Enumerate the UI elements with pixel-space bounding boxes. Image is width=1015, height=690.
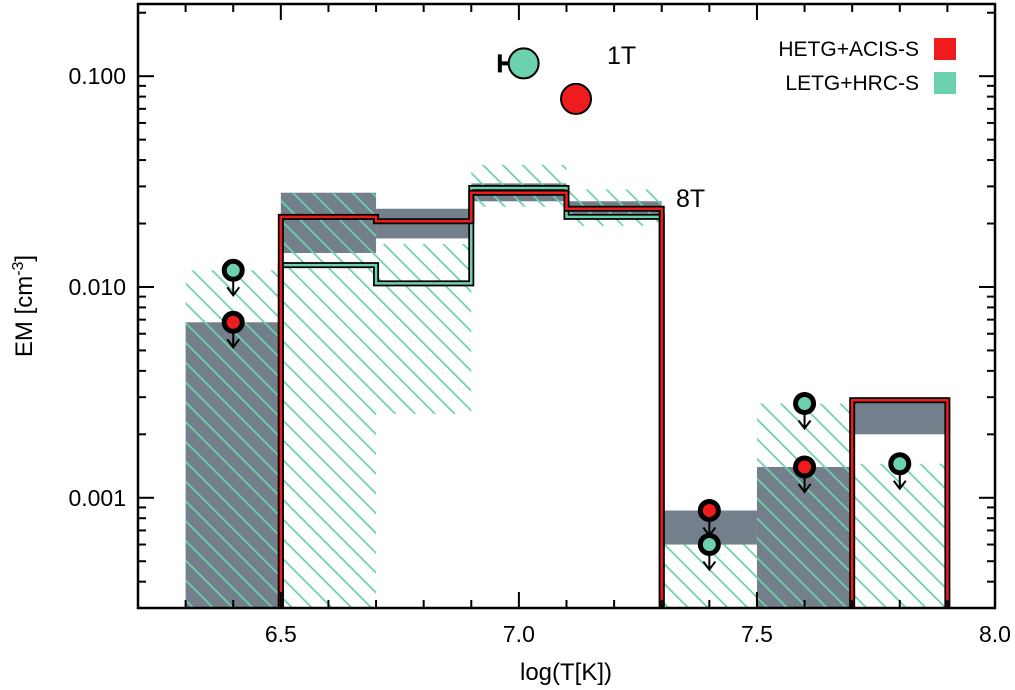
x-tick-label: 8.0 (979, 621, 1011, 647)
legend: HETG+ACIS-S LETG+HRC-S (778, 38, 956, 95)
x-tick-label: 7.5 (741, 621, 773, 647)
letg-band-rect (376, 243, 472, 414)
upper-limit-arrow-head (797, 483, 812, 494)
x-tick-label: 7.0 (503, 621, 535, 647)
hetg-band-rect (852, 397, 948, 435)
y-axis-label: EM [cm-3] (10, 255, 38, 357)
annotation-1t: 1T (607, 42, 636, 70)
upper-limit-arrow-head (226, 338, 241, 349)
y-axis-label-main: EM [cm (11, 276, 38, 357)
upper-limit-point-letg (697, 533, 721, 557)
upper-limit-markers (221, 258, 912, 572)
upper-limit-point-hetg (697, 499, 721, 523)
x-ticks: 6.5 7.0 7.5 8.0 (184, 4, 1011, 647)
axes: 6.5 7.0 7.5 8.0 0.001 0.010 0.100 (68, 2, 1011, 647)
letg-step-line (277, 184, 665, 608)
letg-uncertainty-bands (185, 164, 948, 608)
upper-limit-arrow-head (797, 419, 812, 431)
upper-limit-arrow-head (892, 480, 907, 491)
plot-area (185, 47, 951, 608)
one-t-point-hetg (560, 82, 593, 115)
legend-swatch-letg (934, 72, 956, 94)
letg-band-rect (280, 192, 377, 608)
x-axis-label: log(T[K]) (520, 659, 612, 686)
upper-limit-point-hetg (221, 310, 245, 334)
upper-limit-point-letg (888, 452, 912, 476)
x-tick-label: 6.5 (265, 621, 297, 647)
one-t-points (497, 47, 593, 115)
upper-limit-point-letg (221, 258, 245, 282)
y-ticks: 0.001 0.010 0.100 (68, 11, 995, 609)
letg-step-line (279, 186, 663, 608)
y-axis-label-close: ] (11, 255, 38, 262)
legend-label-hetg: HETG+ACIS-S (778, 38, 919, 61)
one-t-point-letg (507, 47, 540, 80)
upper-limit-arrow-head (226, 286, 241, 297)
y-axis-label-sup: -3 (10, 261, 27, 275)
legend-swatch-hetg (934, 38, 956, 60)
y-tick-label: 0.100 (68, 63, 126, 89)
legend-label-letg: LETG+HRC-S (785, 72, 919, 95)
upper-limit-point-letg (793, 392, 817, 416)
y-tick-label: 0.010 (68, 274, 126, 300)
hetg-step-line (277, 189, 951, 608)
upper-limit-point-hetg (793, 455, 817, 479)
hetg-step-line (279, 191, 949, 608)
annotation-8t: 8T (676, 185, 705, 213)
upper-limit-arrow-head (702, 560, 717, 572)
letg-band-rect (756, 403, 853, 608)
y-tick-label: 0.001 (68, 485, 126, 511)
